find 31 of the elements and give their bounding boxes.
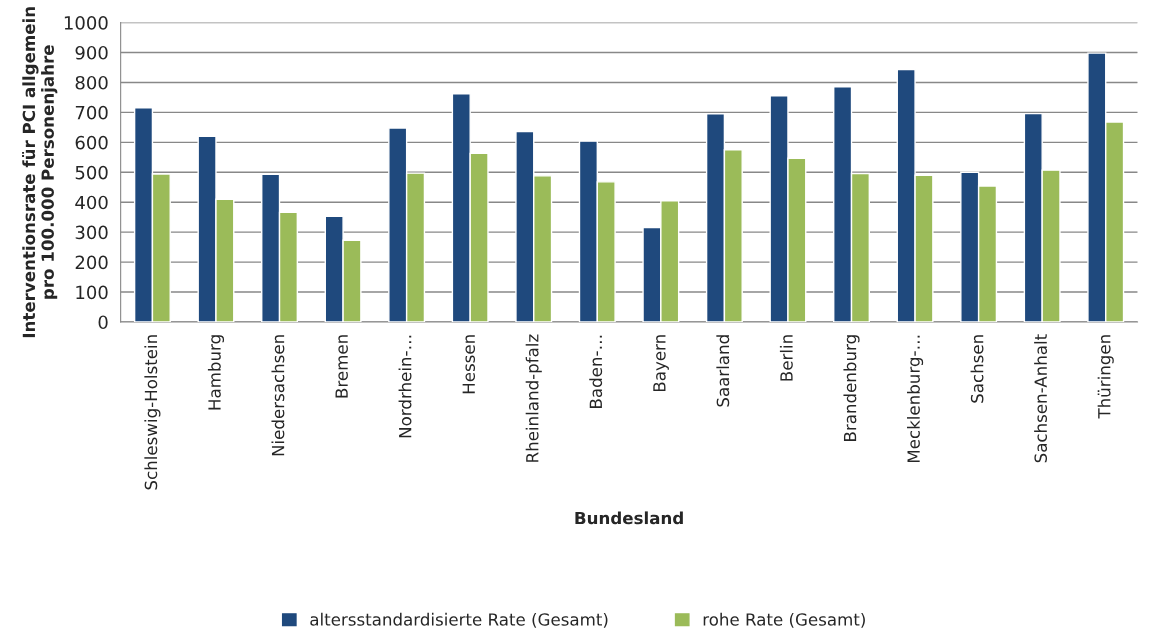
x-tick-label: Schleswig-Holstein xyxy=(144,335,161,490)
x-tick-label: Niedersachsen xyxy=(271,335,285,456)
legend-label: altersstandardisierte Rate (Gesamt) xyxy=(310,612,608,628)
x-tick-label: Sachsen xyxy=(970,335,984,403)
y-tick-label: 0 xyxy=(98,315,108,330)
y-tick-label: 400 xyxy=(75,195,108,210)
x-tick-label: Bayern xyxy=(653,335,669,392)
y-tick-label: 700 xyxy=(75,105,108,120)
y-tick-label: 900 xyxy=(75,45,108,60)
y-tick-label: 500 xyxy=(75,165,108,180)
x-tick-label: Bremen xyxy=(335,335,348,398)
y-tick-label: 1000 xyxy=(64,16,108,30)
x-tick-label: Thüringen xyxy=(1097,335,1114,419)
y-tick-label: 300 xyxy=(75,225,108,240)
x-tick-label: Baden-… xyxy=(589,335,603,408)
x-axis-title: Bundesland xyxy=(575,511,683,525)
x-tick-label: Mecklenburg-… xyxy=(907,335,924,463)
y-tick-label: 200 xyxy=(75,255,108,270)
x-tick-label: Saarland xyxy=(716,335,730,407)
x-tick-label: Brandenburg xyxy=(843,335,860,441)
x-tick-label: Berlin xyxy=(779,335,793,381)
y-axis-title: Interventionsrate für PCI allgemein pro 100.000 Personenjahre xyxy=(22,7,58,338)
y-tick-label: 800 xyxy=(75,75,108,90)
x-tick-label: Hamburg xyxy=(207,335,225,410)
x-tick-label: Hessen xyxy=(462,335,476,394)
x-tick-label: Sachsen-Anhalt xyxy=(1034,334,1048,463)
legend-label: rohe Rate (Gesamt) xyxy=(703,612,865,628)
x-tick-label: Nordrhein-… xyxy=(398,335,412,438)
y-tick-label: 600 xyxy=(75,135,108,150)
y-tick-label: 100 xyxy=(76,285,108,300)
x-tick-label: Rheinland-pfalz xyxy=(525,334,542,462)
